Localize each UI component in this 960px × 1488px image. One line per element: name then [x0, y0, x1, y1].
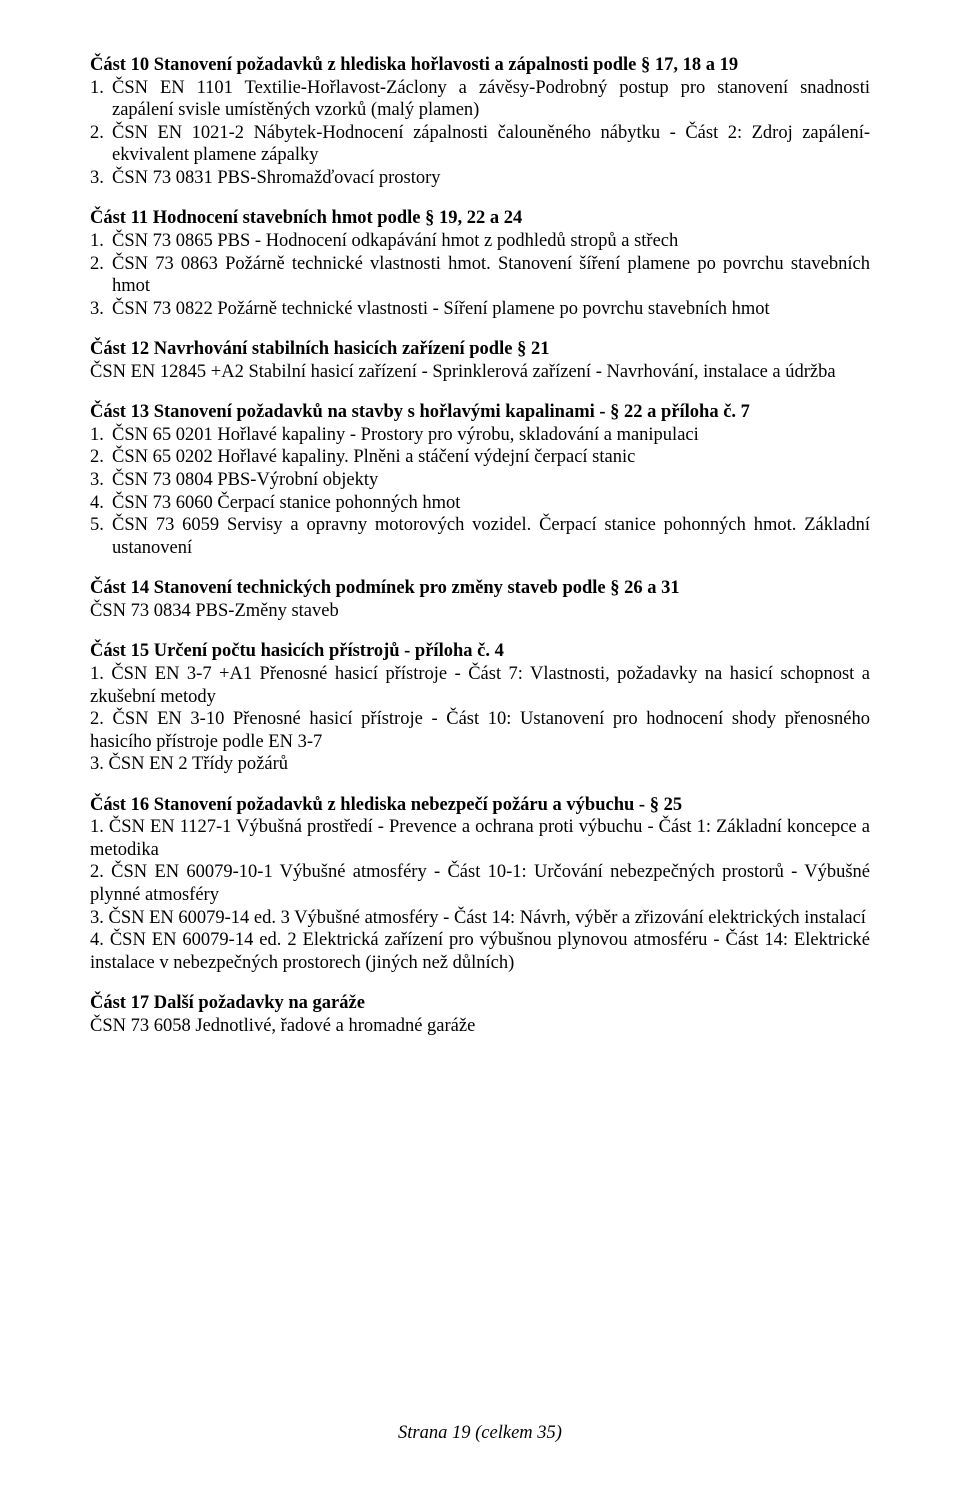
section-paragraph: 2. ČSN EN 3-10 Přenosné hasicí přístroje… [90, 708, 870, 753]
list-item-text: ČSN 65 0202 Hořlavé kapaliny. Plněni a s… [112, 446, 870, 469]
list-item-text: ČSN 65 0201 Hořlavé kapaliny - Prostory … [112, 424, 870, 447]
list-item: 2.ČSN 73 0863 Požárně technické vlastnos… [90, 253, 870, 298]
list-item-number: 1. [90, 77, 112, 122]
list-item-number: 1. [90, 424, 112, 447]
section-paragraph: 3. ČSN EN 2 Třídy požárů [90, 753, 870, 776]
list-item-number: 2. [90, 253, 112, 298]
section-body: ČSN 73 0834 PBS-Změny staveb [90, 600, 870, 623]
list-item: 3.ČSN 73 0804 PBS-Výrobní objekty [90, 469, 870, 492]
list-item: 1.ČSN 73 0865 PBS - Hodnocení odkapávání… [90, 230, 870, 253]
section-title: Část 13 Stanovení požadavků na stavby s … [90, 401, 870, 424]
list-item-number: 3. [90, 298, 112, 321]
list-item-number: 3. [90, 167, 112, 190]
section-title: Část 10 Stanovení požadavků z hlediska h… [90, 54, 870, 77]
list-item-number: 5. [90, 514, 112, 559]
list-item-text: ČSN 73 0831 PBS-Shromažďovací prostory [112, 167, 870, 190]
section-title: Část 12 Navrhování stabilních hasicích z… [90, 338, 870, 361]
section-paragraph: 1. ČSN EN 1127-1 Výbušná prostředí - Pre… [90, 816, 870, 861]
list-item-text: ČSN 73 6060 Čerpací stanice pohonných hm… [112, 492, 870, 515]
list-item-number: 4. [90, 492, 112, 515]
section-title: Část 17 Další požadavky na garáže [90, 992, 870, 1015]
list-item-number: 2. [90, 122, 112, 167]
list-item-number: 1. [90, 230, 112, 253]
list-item-text: ČSN 73 0865 PBS - Hodnocení odkapávání h… [112, 230, 870, 253]
page-footer: Strana 19 (celkem 35) [0, 1423, 960, 1444]
list-item-text: ČSN EN 1101 Textilie-Hořlavost-Záclony a… [112, 77, 870, 122]
list-item: 5.ČSN 73 6059 Servisy a opravny motorový… [90, 514, 870, 559]
list-item-text: ČSN 73 0804 PBS-Výrobní objekty [112, 469, 870, 492]
list-item: 4.ČSN 73 6060 Čerpací stanice pohonných … [90, 492, 870, 515]
document-page: Část 10 Stanovení požadavků z hlediska h… [0, 0, 960, 1077]
list-item-text: ČSN 73 0822 Požárně technické vlastnosti… [112, 298, 870, 321]
section-title: Část 11 Hodnocení stavebních hmot podle … [90, 207, 870, 230]
list-item: 2.ČSN EN 1021-2 Nábytek-Hodnocení zápaln… [90, 122, 870, 167]
list-item: 3.ČSN 73 0822 Požárně technické vlastnos… [90, 298, 870, 321]
list-item-text: ČSN 73 0863 Požárně technické vlastnosti… [112, 253, 870, 298]
list-item: 1.ČSN EN 1101 Textilie-Hořlavost-Záclony… [90, 77, 870, 122]
list-item-text: ČSN EN 1021-2 Nábytek-Hodnocení zápalnos… [112, 122, 870, 167]
section-paragraph: 1. ČSN EN 3-7 +A1 Přenosné hasicí přístr… [90, 663, 870, 708]
section-title: Část 15 Určení počtu hasicích přístrojů … [90, 640, 870, 663]
section-paragraph: 2. ČSN EN 60079-10-1 Výbušné atmosféry -… [90, 861, 870, 906]
section-title: Část 14 Stanovení technických podmínek p… [90, 577, 870, 600]
list-item-text: ČSN 73 6059 Servisy a opravny motorových… [112, 514, 870, 559]
section-body: ČSN 73 6058 Jednotlivé, řadové a hromadn… [90, 1015, 870, 1038]
list-item: 2.ČSN 65 0202 Hořlavé kapaliny. Plněni a… [90, 446, 870, 469]
section-paragraph: 4. ČSN EN 60079-14 ed. 2 Elektrická zaří… [90, 929, 870, 974]
list-item: 3.ČSN 73 0831 PBS-Shromažďovací prostory [90, 167, 870, 190]
list-item-number: 3. [90, 469, 112, 492]
list-item: 1.ČSN 65 0201 Hořlavé kapaliny - Prostor… [90, 424, 870, 447]
section-paragraph: 3. ČSN EN 60079-14 ed. 3 Výbušné atmosfé… [90, 907, 870, 930]
section-body-line: ČSN EN 12845 +A2 Stabilní hasicí zařízen… [90, 361, 870, 384]
list-item-number: 2. [90, 446, 112, 469]
section-title: Část 16 Stanovení požadavků z hlediska n… [90, 794, 870, 817]
